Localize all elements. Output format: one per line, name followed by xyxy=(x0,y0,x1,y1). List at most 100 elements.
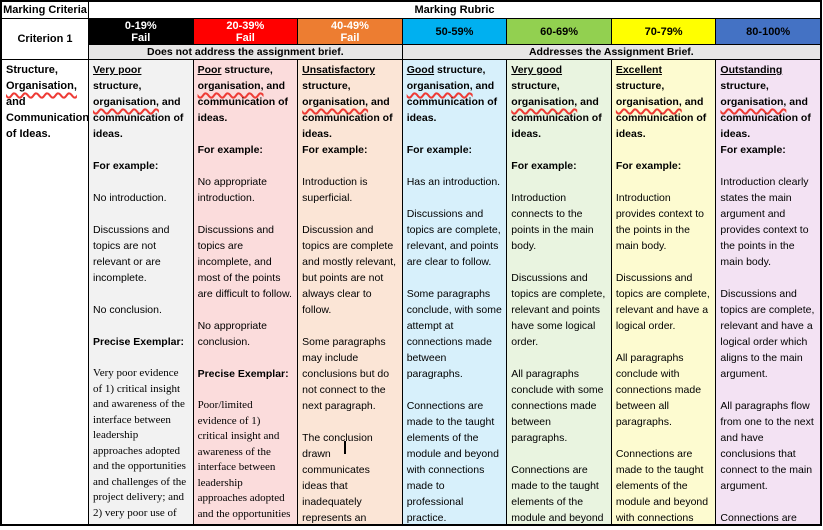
fail-bands-note: Does not address the assignment brief. xyxy=(89,45,402,59)
criteria-text-misspelled: Organisation, xyxy=(6,80,77,92)
band-heading-grade-word: Very good xyxy=(511,64,563,76)
band-heading: Unsatisfactory structure, organisation, … xyxy=(302,62,398,142)
criteria-text-pre: Structure, xyxy=(6,64,58,76)
rubric-paragraph: Discussions and topics are incomplete, a… xyxy=(197,224,292,300)
band-heading-text: structure, xyxy=(615,80,665,92)
band-heading: Poor structure, organisation, and commun… xyxy=(198,62,294,126)
rubric-paragraph: No introduction. xyxy=(93,192,167,204)
band-heading-text: and communication of ideas. xyxy=(406,80,498,124)
rubric-paragraph: Precise Exemplar: xyxy=(197,368,289,380)
band-heading-text: and communication of ideas. xyxy=(615,96,707,140)
rubric-paragraph: Connections are made to the taught eleme… xyxy=(511,464,604,524)
rubric-paragraph: Discussions and topics are complete, rel… xyxy=(511,272,606,348)
band-body-0-19%: Very poor structure, organisation, and c… xyxy=(89,60,193,524)
band-body-50-59%: Good structure, organisation, and commun… xyxy=(402,60,507,524)
band-header-50-59%: 50-59% xyxy=(402,19,507,44)
rubric-paragraph: Poor/limited evidence of 1) critical ins… xyxy=(197,399,291,524)
band-fail-label: Fail xyxy=(235,31,255,44)
band-body-60-69%: Very good structure, organisation, and c… xyxy=(507,60,611,524)
rubric-paragraph: Precise Exemplar: xyxy=(93,336,185,348)
criteria-text-post: and Communication of Ideas. xyxy=(6,96,88,140)
band-heading-misspelled-word: organisation, xyxy=(720,96,787,108)
rubric-paragraph: Connections are made to the taught eleme… xyxy=(406,400,499,524)
band-heading-grade-word: Outstanding xyxy=(720,64,783,76)
rubric-paragraph: Some paragraphs conclude, with some atte… xyxy=(406,288,502,380)
band-heading-grade-word: Unsatisfactory xyxy=(302,64,376,76)
band-heading-grade-word: Poor xyxy=(197,64,222,76)
band-heading-grade-word: Very poor xyxy=(93,64,142,76)
rubric-paragraph: Discussion and topics are complete and m… xyxy=(302,224,397,316)
band-range-label: 60-69% xyxy=(540,25,579,38)
band-heading: Excellent structure, organisation, and c… xyxy=(616,62,712,142)
band-heading-text: structure, xyxy=(434,64,486,76)
rubric-paragraph: No appropriate introduction. xyxy=(197,176,268,204)
band-heading-text: and communication of ideas. xyxy=(302,96,393,140)
band-range-label: 70-79% xyxy=(644,25,683,38)
rubric-paragraph: Connections are made to the taught eleme… xyxy=(720,512,797,524)
band-range-label: 50-59% xyxy=(435,25,474,38)
rubric-paragraph: No conclusion. xyxy=(93,304,162,316)
criteria-description: Structure, Organisation, and Communicati… xyxy=(2,60,88,524)
text-cursor xyxy=(344,441,346,454)
band-heading-text: and communication of ideas. xyxy=(720,96,811,140)
band-heading-misspelled-word: organisation, xyxy=(93,96,159,108)
band-body-20-39%: Poor structure, organisation, and commun… xyxy=(193,60,298,524)
band-heading-text: structure, xyxy=(221,64,273,76)
band-heading: Very good structure, organisation, and c… xyxy=(511,62,607,142)
rubric-paragraph: Introduction is superficial. xyxy=(302,176,368,204)
band-body-40-49%: Unsatisfactory structure, organisation, … xyxy=(298,60,402,524)
marking-criteria-header: Marking Criteria xyxy=(2,2,88,18)
band-header-40-49%: 40-49% Fail xyxy=(298,19,402,44)
rubric-paragraph: Introduction clearly states the main arg… xyxy=(720,176,809,268)
rubric-paragraph: All paragraphs conclude with some connec… xyxy=(511,368,604,444)
pass-bands-note: Addresses the Assignment Brief. xyxy=(402,45,820,59)
rubric-paragraph: Discussions and topics are not relevant … xyxy=(93,224,170,284)
band-heading-misspelled-word: organisation, xyxy=(197,80,264,92)
band-header-0-19%: 0-19% Fail xyxy=(89,19,193,44)
band-header-70-79%: 70-79% xyxy=(611,19,716,44)
rubric-paragraph: For example: xyxy=(406,144,473,156)
rubric-paragraph: Connections are made to the taught eleme… xyxy=(615,448,709,524)
band-range-label: 40-49% xyxy=(330,19,369,32)
band-heading-text: structure, xyxy=(720,80,769,92)
band-heading-text: and communication of ideas. xyxy=(93,96,184,140)
band-heading-text: structure, xyxy=(93,80,142,92)
rubric-paragraph: Has an introduction. xyxy=(406,176,501,188)
marking-rubric-header: Marking Rubric xyxy=(89,2,820,18)
band-heading: Very poor structure, organisation, and c… xyxy=(93,62,189,142)
band-heading: Outstanding structure, organisation, and… xyxy=(720,62,816,142)
rubric-paragraph: Discussions and topics are complete, rel… xyxy=(406,208,501,268)
band-heading-misspelled-word: organisation, xyxy=(615,96,682,108)
rubric-paragraph: No appropriate conclusion. xyxy=(197,320,268,348)
band-heading-grade-word: Good xyxy=(406,64,435,76)
rubric-paragraph: For example: xyxy=(615,160,682,172)
rubric-paragraph: Discussions and topics are complete, rel… xyxy=(615,272,710,332)
band-header-80-100%: 80-100% xyxy=(716,19,820,44)
band-range-label: 0-19% xyxy=(124,19,157,32)
band-range-label: 20-39% xyxy=(226,19,265,32)
band-fail-label: Fail xyxy=(340,31,360,44)
rubric-paragraph: Very poor evidence of 1) critical insigh… xyxy=(93,367,187,524)
rubric-paragraph: For example: xyxy=(197,144,263,156)
rubric-paragraph: For example: xyxy=(93,160,159,172)
band-heading-text: structure, xyxy=(302,80,351,92)
band-heading-text: and communication of ideas. xyxy=(197,80,288,124)
band-heading-text: and communication of ideas. xyxy=(511,96,602,140)
rubric-paragraph: Introduction connects to the points in t… xyxy=(511,192,594,252)
rubric-paragraph: For example: xyxy=(720,144,786,156)
band-range-label: 80-100% xyxy=(746,25,791,38)
band-heading-misspelled-word: organisation, xyxy=(511,96,578,108)
band-body-80-100%: Outstanding structure, organisation, and… xyxy=(716,60,820,524)
band-header-20-39%: 20-39% Fail xyxy=(193,19,298,44)
rubric-paragraph: All paragraphs flow from one to the next… xyxy=(720,400,814,492)
band-heading-misspelled-word: organisation, xyxy=(406,80,473,92)
rubric-paragraph: Some paragraphs may include conclusions … xyxy=(302,336,390,412)
rubric-paragraph: For example: xyxy=(302,144,368,156)
band-fail-label: Fail xyxy=(131,31,151,44)
band-body-70-79%: Excellent structure, organisation, and c… xyxy=(611,60,716,524)
band-heading-grade-word: Excellent xyxy=(615,64,662,76)
rubric-paragraph: Introduction provides context to the poi… xyxy=(615,192,704,252)
band-header-60-69%: 60-69% xyxy=(507,19,611,44)
band-heading-text: structure, xyxy=(511,80,560,92)
